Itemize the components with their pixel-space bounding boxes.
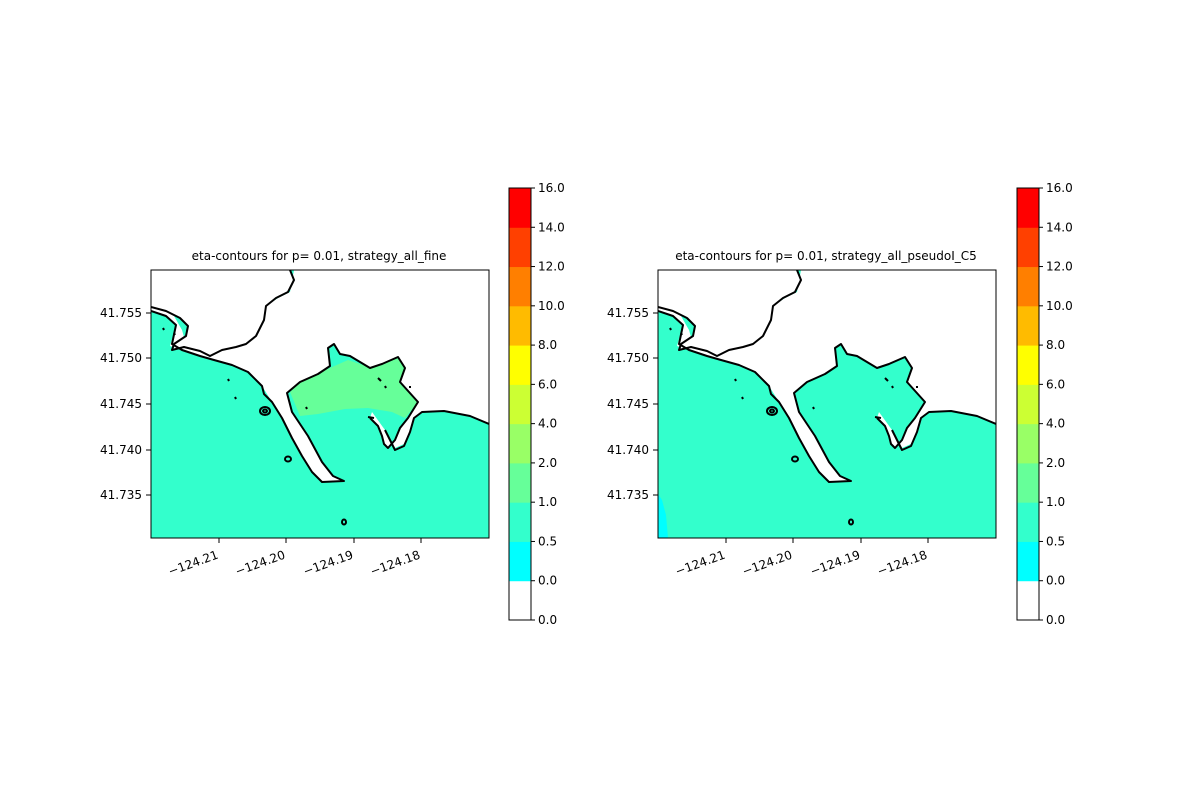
right-sw-shallow-patch: [658, 494, 668, 538]
right-plot-title: eta-contours for p= 0.01, strategy_all_p…: [675, 249, 977, 263]
right-x-tick-label: −124.18: [875, 548, 929, 579]
right-colorbar: 0.0 0.0 0.5 1.0 2.0 4.0 6.0 8.0 10.0 12.0 14.0 16.0: [1016, 181, 1073, 627]
left-x-tick-label: −124.18: [368, 548, 422, 579]
colorbar-band: [509, 502, 531, 542]
colorbar-tick-label: 0.0: [1046, 574, 1065, 588]
colorbar-tick-label: 16.0: [538, 181, 565, 195]
colorbar-tick-label: 2.0: [538, 456, 557, 470]
colorbar-band: [509, 384, 531, 425]
colorbar-tick-label: 0.0: [1046, 613, 1065, 627]
left-coastline: [151, 270, 489, 526]
colorbar-tick-label: 10.0: [1046, 299, 1073, 313]
colorbar-band: [1017, 502, 1039, 542]
left-y-tick-label: 41.740: [100, 443, 142, 457]
colorbar-band: [509, 345, 531, 385]
left-map-area: [151, 270, 489, 538]
right-y-axis: 41.735 41.740 41.745 41.750 41.755: [607, 306, 658, 502]
colorbar-band: [509, 188, 531, 228]
colorbar-tick-label: 0.0: [538, 574, 557, 588]
left-x-axis: −124.21 −124.20 −124.19 −124.18: [166, 538, 422, 579]
colorbar-tick-label: 8.0: [1046, 338, 1065, 352]
colorbar-band: [509, 462, 531, 503]
right-coastline: [658, 270, 996, 526]
left-x-tick-label: −124.21: [166, 548, 220, 579]
colorbar-tick-label: 14.0: [1046, 220, 1073, 234]
colorbar-tick-label: 12.0: [538, 260, 565, 274]
left-x-tick-label: −124.19: [301, 548, 355, 579]
colorbar-band: [1017, 462, 1039, 503]
right-x-tick-label: −124.20: [740, 548, 794, 579]
colorbar-tick-label: 0.5: [1046, 534, 1065, 548]
colorbar-band: [509, 541, 531, 582]
colorbar-band: [1017, 345, 1039, 385]
left-y-tick-label: 41.745: [100, 397, 142, 411]
colorbar-tick-label: 8.0: [538, 338, 557, 352]
left-y-tick-label: 41.750: [100, 351, 142, 365]
colorbar-tick-label: 16.0: [1046, 181, 1073, 195]
right-x-axis: −124.21 −124.20 −124.19 −124.18: [673, 538, 929, 579]
colorbar-band: [1017, 266, 1039, 307]
colorbar-band: [1017, 384, 1039, 425]
right-y-tick-label: 41.750: [607, 351, 649, 365]
colorbar-tick-label: 1.0: [538, 495, 557, 509]
colorbar-tick-label: 2.0: [1046, 456, 1065, 470]
left-y-tick-label: 41.755: [100, 306, 142, 320]
colorbar-band: [509, 423, 531, 464]
right-x-tick-label: −124.19: [808, 548, 862, 579]
colorbar-band: [1017, 305, 1039, 346]
colorbar-tick-label: 14.0: [538, 220, 565, 234]
right-y-tick-label: 41.745: [607, 397, 649, 411]
colorbar-band: [1017, 580, 1039, 621]
left-plot-title: eta-contours for p= 0.01, strategy_all_f…: [192, 249, 447, 263]
right-x-tick-label: −124.21: [673, 548, 727, 579]
left-y-tick-label: 41.735: [100, 488, 142, 502]
colorbar-band: [1017, 423, 1039, 464]
colorbar-tick-label: 1.0: [1046, 495, 1065, 509]
right-map-area: [658, 270, 996, 538]
left-harbor-region: [290, 358, 418, 418]
colorbar-tick-label: 6.0: [1046, 377, 1065, 391]
colorbar-tick-label: 4.0: [538, 417, 557, 431]
colorbar-tick-label: 0.0: [538, 613, 557, 627]
left-colorbar: 0.0 0.0 0.5 1.0 2.0 4.0 6.0 8.0 10.0 12.0 14.0 16.0: [508, 181, 565, 627]
left-y-axis: 41.735 41.740 41.745 41.750 41.755: [100, 306, 151, 502]
colorbar-frame: [1016, 187, 1040, 621]
colorbar-band: [1017, 227, 1039, 268]
colorbar-band: [1017, 188, 1039, 228]
colorbar-band: [509, 266, 531, 307]
colorbar-tick-label: 12.0: [1046, 260, 1073, 274]
colorbar-band: [509, 227, 531, 268]
left-panel: eta-contours for p= 0.01, strategy_all_f…: [100, 181, 565, 627]
colorbar-band: [509, 305, 531, 346]
colorbar-tick-label: 4.0: [1046, 417, 1065, 431]
colorbar-frame: [508, 187, 532, 621]
left-land-main: [151, 270, 489, 482]
colorbar-tick-label: 0.5: [538, 534, 557, 548]
right-land-main: [658, 270, 996, 482]
right-panel: eta-contours for p= 0.01, strategy_all_p…: [607, 181, 1073, 627]
left-x-tick-label: −124.20: [233, 548, 287, 579]
colorbar-band: [509, 580, 531, 621]
right-y-tick-label: 41.755: [607, 306, 649, 320]
colorbar-tick-label: 10.0: [538, 299, 565, 313]
colorbar-band: [1017, 541, 1039, 582]
right-y-tick-label: 41.735: [607, 488, 649, 502]
right-y-tick-label: 41.740: [607, 443, 649, 457]
colorbar-tick-label: 6.0: [538, 377, 557, 391]
